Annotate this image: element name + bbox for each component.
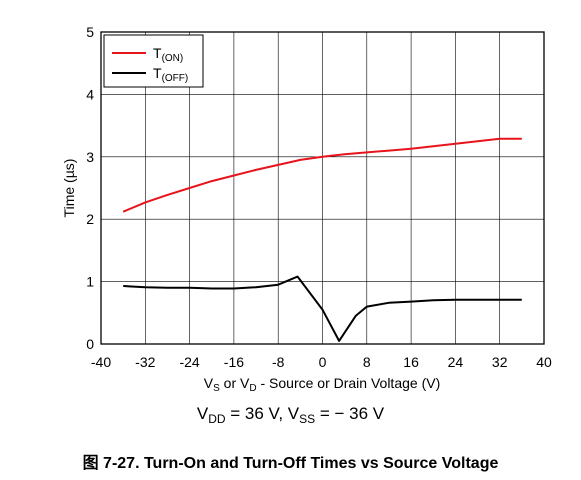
y-axis-title: Time (µs) [61, 159, 77, 218]
series-line-1 [123, 275, 522, 342]
x-tick-label: -16 [224, 354, 244, 370]
series [122, 137, 522, 342]
figure-caption: 图 7-27. Turn-On and Turn-Off Times vs So… [82, 455, 499, 472]
y-tick-label: 5 [86, 24, 94, 40]
grid [101, 32, 544, 344]
test-conditions: VDD = 36 V, VSS = − 36 V [196, 404, 385, 426]
y-tick-label: 3 [86, 149, 94, 165]
chart: -40 -32 -24 -16 -8 0 8 16 24 32 40 0 1 2 3 4 5 T(ON) T(O… [61, 24, 552, 394]
axis-ticks: -40 -32 -24 -16 -8 0 8 16 24 32 40 0 1 2 3 4 5 [86, 24, 552, 370]
x-tick-label: -40 [91, 354, 111, 370]
y-tick-label: 4 [86, 86, 94, 102]
y-tick-label: 0 [86, 336, 94, 352]
legend: T(ON) T(OFF) [103, 34, 204, 88]
x-tick-label: 32 [492, 354, 508, 370]
x-tick-label: -8 [272, 354, 285, 370]
legend-box [103, 34, 204, 88]
legend-label-ton: T(ON) [153, 45, 183, 64]
series-line-0 [122, 137, 522, 213]
x-tick-label: 0 [319, 354, 327, 370]
x-tick-label: 24 [448, 354, 464, 370]
plot-area-frame [100, 31, 545, 345]
x-tick-label: -32 [135, 354, 155, 370]
y-tick-label: 1 [86, 274, 94, 290]
y-tick-label: 2 [86, 211, 94, 227]
x-tick-label: -24 [179, 354, 199, 370]
x-tick-label: 8 [363, 354, 371, 370]
x-tick-label: 16 [403, 354, 419, 370]
x-axis-title: VS or VD - Source or Drain Voltage (V) [204, 375, 440, 394]
x-tick-label: 40 [536, 354, 552, 370]
legend-label-toff: T(OFF) [153, 65, 188, 84]
